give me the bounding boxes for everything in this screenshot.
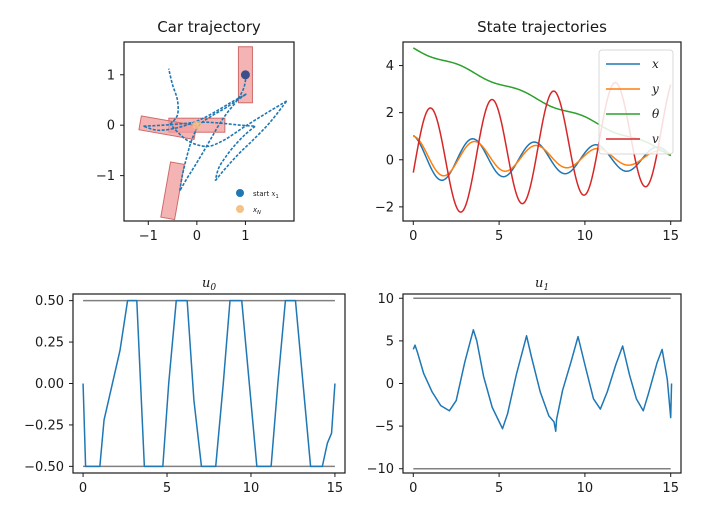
car-rectangle — [160, 161, 185, 221]
car-path-segment — [179, 93, 247, 191]
y-tick-label: 2 — [386, 106, 394, 121]
x-tick-label: −1 — [139, 229, 158, 244]
y-tick-label: −1 — [96, 169, 115, 184]
y-tick-label: −0.25 — [24, 418, 64, 433]
u0-plot-frame — [72, 293, 346, 474]
x-tick-label: 0 — [409, 229, 417, 244]
x-tick-label: 10 — [577, 229, 594, 244]
x-tick-label: 15 — [662, 229, 679, 244]
legend-start-label: start x1 — [253, 190, 279, 200]
u1-title: u1 — [535, 276, 549, 293]
car-trajectory-panel: Car trajectory −1 0 1 −1 0 1 start x1 xN — [96, 18, 295, 244]
car-plot-frame — [123, 41, 295, 222]
y-tick-label: −10 — [367, 462, 394, 477]
x-tick-label: 0 — [193, 229, 201, 244]
legend-end-marker — [236, 205, 244, 213]
u0-series-line — [82, 299, 336, 468]
u1-bound-lines — [413, 297, 671, 470]
car-path-segment — [143, 121, 256, 128]
x-tick-label: 5 — [495, 229, 503, 244]
y-tick-label: 4 — [386, 59, 394, 74]
y-tick-label: 0 — [107, 119, 115, 134]
y-tick-label: −0.50 — [24, 460, 64, 475]
car-y-ticks: −1 0 1 — [96, 68, 124, 184]
u0-control-line — [82, 299, 336, 468]
y-tick-label: 1 — [107, 68, 115, 83]
y-tick-label: 0 — [386, 377, 394, 392]
y-tick-label: 0.25 — [35, 336, 64, 351]
car-points — [192, 70, 250, 130]
state-series-y — [413, 135, 672, 177]
legend-x-label: x — [652, 57, 659, 71]
x-tick-label: 5 — [163, 481, 171, 496]
legend-v-label: v — [652, 132, 659, 146]
u1-y-ticks: −10 −5 0 5 10 — [367, 292, 403, 477]
y-tick-label: 5 — [386, 334, 394, 349]
state-trajectories-title: State trajectories — [477, 18, 607, 36]
x-tick-label: 15 — [327, 481, 344, 496]
state-x-ticks: 0 5 10 15 — [409, 221, 679, 244]
y-tick-label: 0 — [386, 153, 394, 168]
x-tick-label: 1 — [241, 229, 249, 244]
start-point — [240, 70, 250, 80]
state-legend-box — [598, 49, 674, 155]
car-path-segment — [179, 74, 247, 192]
u0-title: u0 — [202, 276, 216, 293]
x-tick-label: 10 — [577, 481, 594, 496]
x-tick-label: 0 — [79, 481, 87, 496]
y-tick-label: −2 — [375, 200, 394, 215]
state-plot-frame — [402, 41, 682, 222]
y-tick-label: 10 — [377, 292, 394, 307]
u0-x-ticks: 0 5 10 15 — [79, 473, 343, 496]
legend-y-label: y — [651, 82, 659, 96]
u0-panel: u0 0 5 10 15 −0.50 −0.25 0.00 0.25 0.50 — [24, 276, 346, 496]
u1-x-ticks: 0 5 10 15 — [409, 473, 679, 496]
state-legend: x y θ v — [598, 49, 674, 155]
y-tick-label: −5 — [375, 420, 394, 435]
u1-series-line — [412, 329, 673, 432]
u1-control-line — [412, 329, 673, 432]
x-tick-label: 15 — [662, 481, 679, 496]
u1-plot-frame — [402, 293, 682, 474]
legend-start-marker — [236, 189, 244, 197]
u1-panel: u1 0 5 10 15 −10 −5 0 5 10 — [367, 276, 682, 496]
state-trajectories-panel: State trajectories 0 5 10 15 −2 0 2 4 x y θ v — [375, 18, 682, 244]
car-path-segment — [169, 100, 288, 148]
state-y-ticks: −2 0 2 4 — [375, 59, 403, 215]
car-path-segment — [167, 68, 179, 125]
car-x-ticks: −1 0 1 — [139, 221, 250, 244]
legend-end-label: xN — [252, 206, 261, 216]
car-legend: start x1 xN — [236, 189, 279, 216]
end-point — [192, 120, 202, 130]
x-tick-label: 5 — [495, 481, 503, 496]
legend-theta-label: θ — [652, 107, 660, 121]
x-tick-label: 10 — [243, 481, 260, 496]
y-tick-label: 0.50 — [35, 294, 64, 309]
car-trajectory-title: Car trajectory — [157, 18, 261, 36]
car-path-segment — [214, 125, 256, 181]
y-tick-label: 0.00 — [35, 377, 64, 392]
u0-y-ticks: −0.50 −0.25 0.00 0.25 0.50 — [24, 294, 73, 475]
car-path-segment — [214, 100, 288, 182]
x-tick-label: 0 — [409, 481, 417, 496]
